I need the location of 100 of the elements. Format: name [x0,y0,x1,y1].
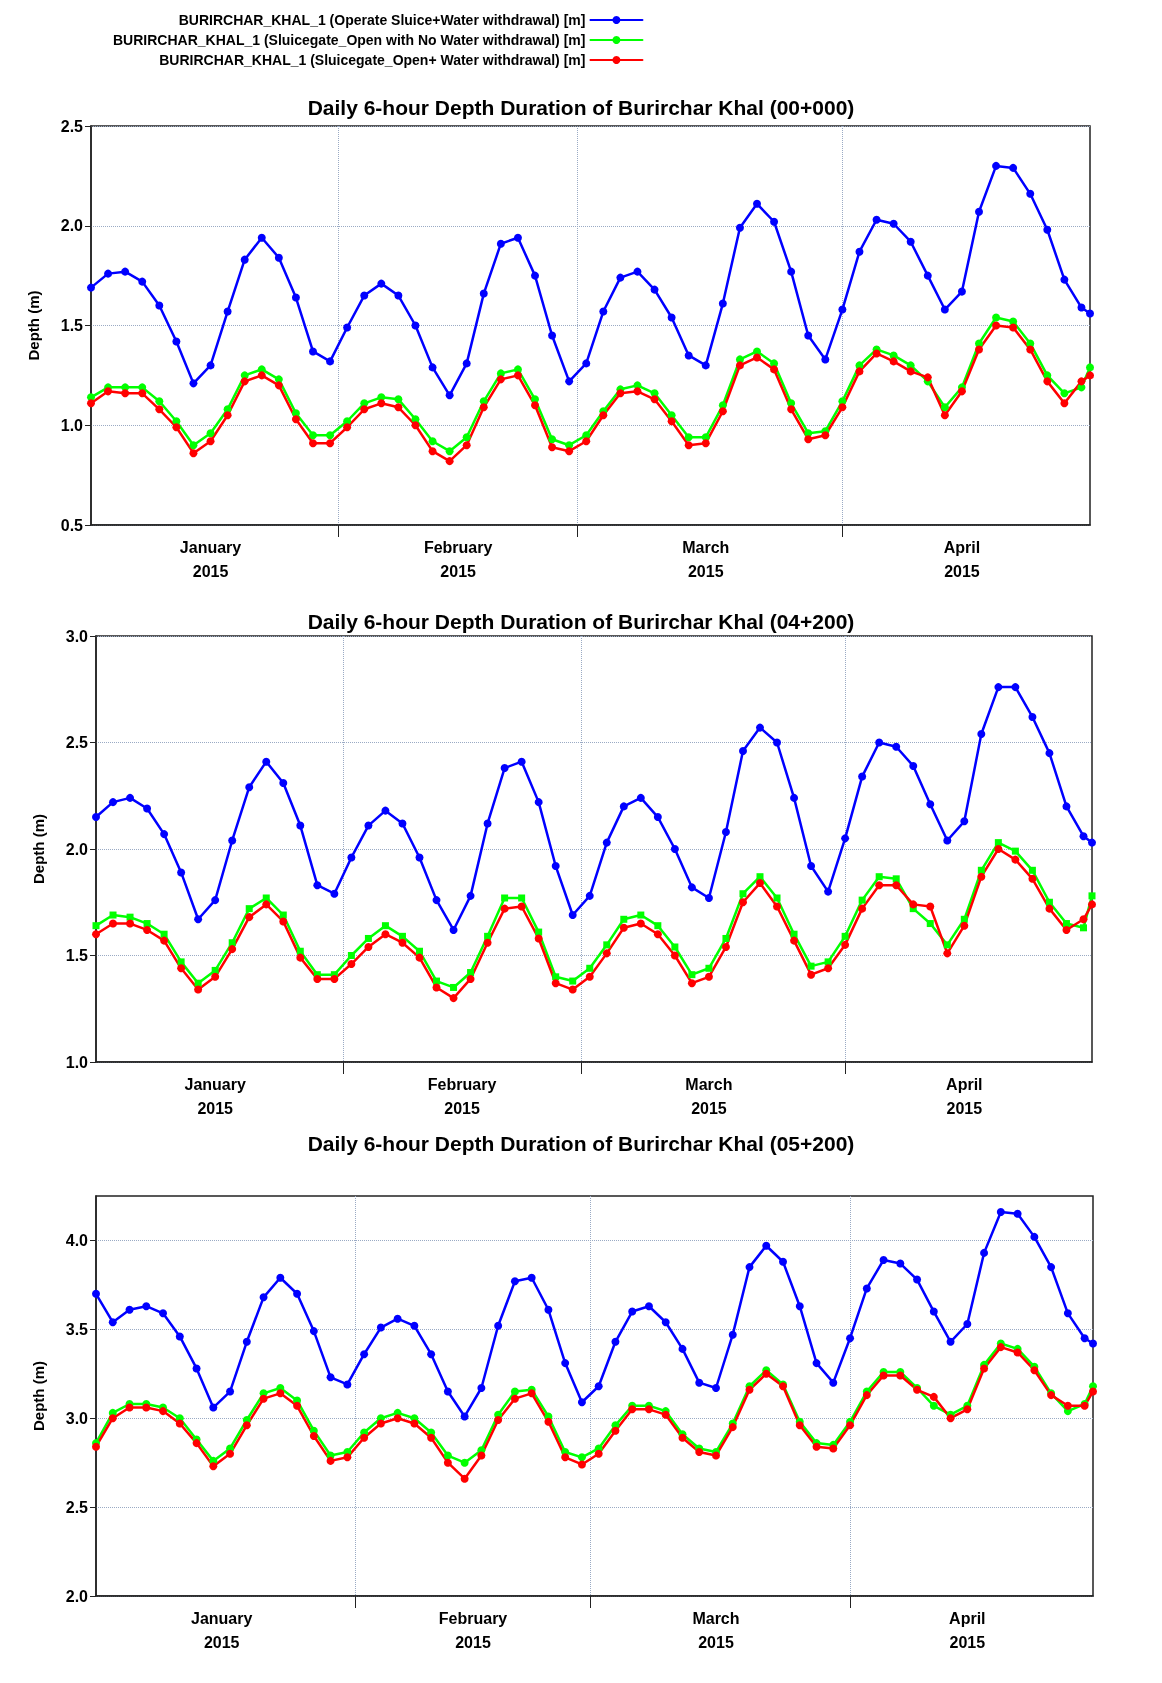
point [309,347,317,356]
point [687,883,696,892]
y-tick-label: 3.0 [65,627,89,645]
point [565,447,574,456]
point [992,321,1001,330]
point [313,974,322,983]
point [923,271,932,280]
point [347,960,356,969]
point [347,952,355,959]
point [770,365,779,374]
point [923,373,932,382]
point [228,836,237,845]
point [445,457,454,466]
point [394,395,403,404]
point [126,793,135,802]
point [620,915,628,923]
point [330,974,339,983]
point [462,441,471,450]
chart-title: Daily 6-hour Depth Duration of Burirchar Khal (05+200) [307,1132,855,1155]
x-tick-label: February 2015 [438,1609,508,1651]
point [585,891,594,900]
point [824,958,832,966]
point [194,985,203,994]
point [705,964,713,972]
point [722,934,730,942]
point [466,891,475,900]
point [637,911,645,919]
y-tick-label: 1.0 [60,416,84,434]
point [326,357,335,366]
point [531,401,539,410]
point [671,943,679,951]
point [245,913,254,922]
point [687,979,696,988]
point [770,217,779,226]
point [616,273,625,282]
point [1086,309,1094,318]
point [889,219,898,228]
point [518,894,526,902]
point [500,764,509,773]
point [398,819,407,828]
point [206,437,215,446]
point [1086,363,1094,372]
point [807,970,816,979]
point [206,429,215,438]
point [126,919,135,928]
point [1045,749,1054,758]
point [1026,189,1035,198]
point [838,305,847,314]
point [343,423,352,432]
point [360,405,369,414]
point [1011,847,1019,855]
point [189,441,198,450]
point [960,817,969,826]
point [479,289,488,298]
point [926,920,934,928]
x-tick-label: March 2015 [692,1609,740,1651]
point [582,437,591,446]
point [756,873,764,881]
y-tick-label: 0.5 [60,516,84,534]
point [1028,866,1036,874]
point [309,431,317,440]
point [773,902,782,911]
point [824,887,833,896]
y-tick-label: 2.0 [60,217,84,235]
point [1043,377,1052,386]
y-tick-label: 2.0 [65,840,89,858]
point [1077,303,1086,312]
point [121,267,130,276]
y-tick-label: 2.5 [65,734,89,751]
point [394,403,403,412]
point [177,868,186,877]
x-tick-label: March 2015 [682,538,730,580]
point [160,930,168,938]
point [992,161,1001,170]
point [633,387,642,396]
point [684,441,693,450]
point [975,207,983,216]
point [274,381,283,390]
point [1079,924,1087,932]
point [994,683,1003,692]
point [517,757,526,766]
point [568,985,577,994]
point [445,447,454,456]
point [1060,275,1069,284]
point [838,403,847,412]
point [790,936,799,945]
point [1026,345,1035,354]
point [957,287,966,296]
point [428,447,437,456]
point [906,237,915,246]
point [109,911,117,919]
point [684,351,693,360]
point [568,911,577,920]
point [960,921,969,930]
point [257,233,266,242]
point [548,331,557,340]
point [569,977,577,985]
point [804,331,813,340]
point [449,925,458,934]
y-tick-label: 2.0 [65,1587,89,1605]
